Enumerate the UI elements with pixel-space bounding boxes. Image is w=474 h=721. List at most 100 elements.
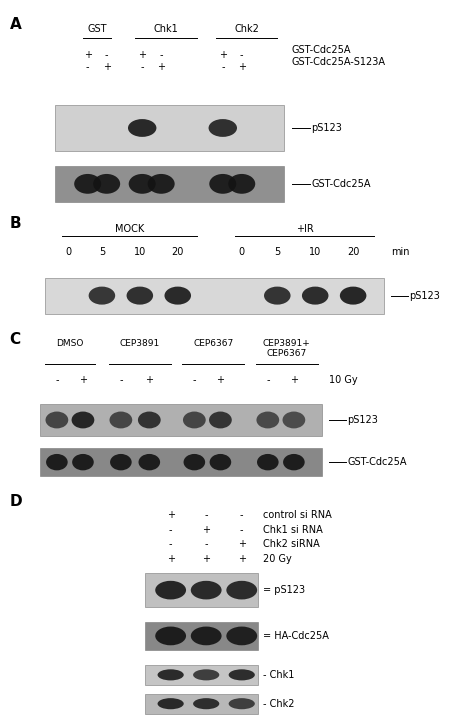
Bar bbox=[45, 278, 384, 314]
Bar bbox=[40, 448, 322, 476]
Text: = pS123: = pS123 bbox=[263, 585, 305, 595]
Text: MOCK: MOCK bbox=[115, 224, 144, 234]
Text: +: + bbox=[202, 554, 210, 564]
Text: +: + bbox=[167, 554, 174, 564]
Text: - Chk1: - Chk1 bbox=[263, 670, 294, 680]
Text: +: + bbox=[103, 62, 110, 72]
Text: GST: GST bbox=[87, 24, 107, 34]
Ellipse shape bbox=[227, 581, 257, 599]
Ellipse shape bbox=[155, 581, 186, 599]
Ellipse shape bbox=[227, 627, 257, 645]
Bar bbox=[40, 404, 322, 436]
Ellipse shape bbox=[228, 669, 255, 681]
Ellipse shape bbox=[228, 698, 255, 709]
Text: -: - bbox=[192, 375, 196, 385]
Ellipse shape bbox=[89, 286, 115, 304]
Ellipse shape bbox=[74, 174, 101, 194]
Text: C: C bbox=[9, 332, 20, 347]
Ellipse shape bbox=[46, 454, 68, 470]
Ellipse shape bbox=[127, 286, 153, 304]
Text: 0: 0 bbox=[239, 247, 245, 257]
Text: +: + bbox=[219, 50, 227, 61]
Ellipse shape bbox=[72, 454, 94, 470]
Ellipse shape bbox=[283, 412, 305, 428]
Text: GST-Cdc25A: GST-Cdc25A bbox=[311, 179, 371, 189]
Ellipse shape bbox=[264, 286, 291, 304]
Text: B: B bbox=[9, 216, 21, 231]
Ellipse shape bbox=[191, 581, 221, 599]
Ellipse shape bbox=[128, 174, 155, 194]
Text: CEP6367: CEP6367 bbox=[193, 339, 233, 348]
Text: -: - bbox=[169, 539, 173, 549]
Text: -: - bbox=[221, 62, 225, 72]
Ellipse shape bbox=[302, 286, 328, 304]
Text: +: + bbox=[157, 62, 165, 72]
Ellipse shape bbox=[46, 412, 68, 428]
Ellipse shape bbox=[157, 698, 184, 709]
Text: +: + bbox=[290, 375, 298, 385]
Ellipse shape bbox=[138, 454, 160, 470]
Ellipse shape bbox=[210, 454, 231, 470]
Text: pS123: pS123 bbox=[409, 291, 440, 301]
Text: +: + bbox=[202, 525, 210, 535]
Text: -: - bbox=[204, 510, 208, 521]
Text: +: + bbox=[167, 510, 174, 521]
Text: +: + bbox=[238, 62, 246, 72]
Ellipse shape bbox=[128, 119, 156, 137]
Text: - Chk2: - Chk2 bbox=[263, 699, 294, 709]
Text: -: - bbox=[55, 375, 59, 385]
Text: Chk2 siRNA: Chk2 siRNA bbox=[263, 539, 320, 549]
Text: = HA-Cdc25A: = HA-Cdc25A bbox=[263, 631, 329, 641]
Ellipse shape bbox=[193, 698, 219, 709]
Ellipse shape bbox=[256, 412, 279, 428]
Ellipse shape bbox=[191, 627, 221, 645]
Text: CEP3891+
CEP6367: CEP3891+ CEP6367 bbox=[263, 339, 310, 358]
Ellipse shape bbox=[93, 174, 120, 194]
Text: -: - bbox=[159, 50, 163, 61]
Text: DMSO: DMSO bbox=[56, 339, 83, 348]
Text: 20: 20 bbox=[347, 247, 359, 257]
Ellipse shape bbox=[138, 412, 161, 428]
Text: Chk2: Chk2 bbox=[234, 24, 259, 34]
Text: 10 Gy: 10 Gy bbox=[329, 375, 358, 385]
Text: 5: 5 bbox=[99, 247, 105, 257]
Text: 20 Gy: 20 Gy bbox=[263, 554, 292, 564]
Ellipse shape bbox=[209, 412, 232, 428]
Bar bbox=[145, 665, 258, 685]
Text: min: min bbox=[391, 247, 410, 257]
Text: 5: 5 bbox=[274, 247, 281, 257]
Bar bbox=[145, 622, 258, 650]
Ellipse shape bbox=[72, 412, 94, 428]
Text: 20: 20 bbox=[172, 247, 184, 257]
Ellipse shape bbox=[228, 174, 255, 194]
Text: pS123: pS123 bbox=[311, 123, 342, 133]
Text: A: A bbox=[9, 17, 21, 32]
Text: +: + bbox=[238, 554, 246, 564]
Ellipse shape bbox=[164, 286, 191, 304]
Bar bbox=[55, 105, 284, 151]
Text: CEP3891: CEP3891 bbox=[120, 339, 160, 348]
Ellipse shape bbox=[157, 669, 184, 681]
Text: control si RNA: control si RNA bbox=[263, 510, 332, 521]
Text: -: - bbox=[240, 50, 244, 61]
Ellipse shape bbox=[109, 412, 132, 428]
Text: -: - bbox=[105, 50, 109, 61]
Text: D: D bbox=[9, 494, 22, 509]
Ellipse shape bbox=[209, 119, 237, 137]
Bar bbox=[55, 166, 284, 202]
Text: +IR: +IR bbox=[296, 224, 313, 234]
Text: +: + bbox=[238, 539, 246, 549]
Text: 10: 10 bbox=[309, 247, 321, 257]
Text: +: + bbox=[79, 375, 87, 385]
Bar bbox=[145, 694, 258, 714]
Text: Chk1 si RNA: Chk1 si RNA bbox=[263, 525, 323, 535]
Text: pS123: pS123 bbox=[347, 415, 378, 425]
Text: GST-Cdc25A-S123A: GST-Cdc25A-S123A bbox=[292, 57, 385, 67]
Text: GST-Cdc25A: GST-Cdc25A bbox=[292, 45, 351, 56]
Ellipse shape bbox=[257, 454, 279, 470]
Text: +: + bbox=[217, 375, 224, 385]
Ellipse shape bbox=[210, 174, 236, 194]
Text: -: - bbox=[86, 62, 90, 72]
Ellipse shape bbox=[183, 412, 206, 428]
Ellipse shape bbox=[193, 669, 219, 681]
